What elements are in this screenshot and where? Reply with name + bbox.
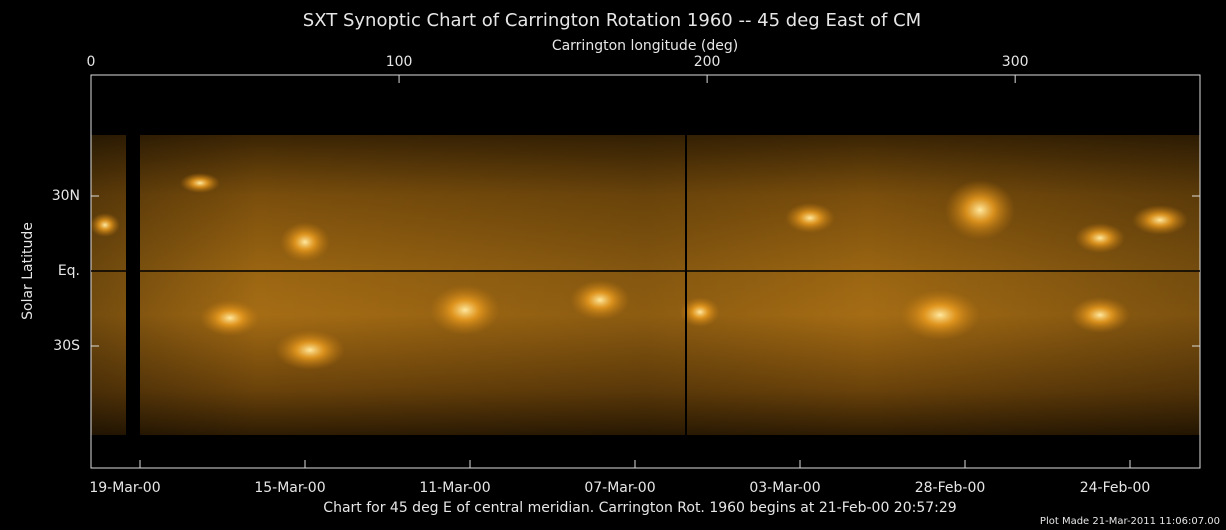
- date-label: 19-Mar-00: [89, 480, 160, 496]
- date-label: 15-Mar-00: [254, 480, 325, 496]
- synoptic-image: [90, 135, 1200, 435]
- date-label: 24-Feb-00: [1080, 480, 1151, 496]
- y-axis-label: Solar Latitude: [20, 222, 36, 320]
- x-tick-label: 100: [386, 54, 413, 70]
- date-label: 03-Mar-00: [749, 480, 820, 496]
- y-tick-label: 30S: [53, 338, 80, 354]
- date-label: 11-Mar-00: [419, 480, 490, 496]
- x-tick-label: 0: [87, 54, 96, 70]
- plot-made: Plot Made 21-Mar-2011 11:06:07.00: [1040, 516, 1220, 527]
- x-tick-label: 200: [694, 54, 721, 70]
- date-label: 07-Mar-00: [584, 480, 655, 496]
- x-tick-label: 300: [1002, 54, 1029, 70]
- y-tick-label: 30N: [52, 188, 80, 204]
- chart-title: SXT Synoptic Chart of Carrington Rotatio…: [303, 10, 921, 31]
- date-label: 28-Feb-00: [915, 480, 986, 496]
- y-tick-label: Eq.: [58, 263, 80, 279]
- footer: Chart for 45 deg E of central meridian. …: [323, 500, 956, 516]
- x-axis-label: Carrington longitude (deg): [552, 38, 738, 54]
